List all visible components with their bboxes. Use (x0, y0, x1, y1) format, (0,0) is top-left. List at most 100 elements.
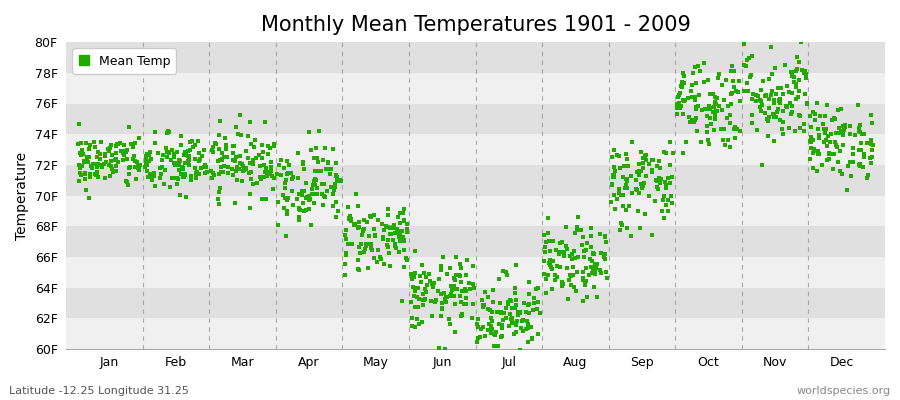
Point (634, 184, 649, 191)
Point (356, 228, 370, 234)
Bar (66, 257, 885, 288)
Point (231, 131, 246, 138)
Point (234, 132, 248, 138)
Point (783, 69, 797, 75)
Point (400, 229, 415, 235)
Point (418, 296, 432, 302)
Point (292, 206, 307, 212)
Point (662, 138, 677, 145)
Point (230, 176, 244, 183)
Point (411, 295, 426, 302)
Point (725, 90, 740, 96)
Point (314, 191, 328, 197)
Point (688, 117, 703, 123)
Point (155, 164, 169, 170)
Point (791, 93, 806, 100)
Point (91, 161, 105, 167)
Point (806, 150, 820, 156)
Point (644, 156, 659, 163)
Point (455, 288, 470, 294)
Point (339, 251, 354, 258)
Point (486, 287, 500, 294)
Point (397, 218, 411, 224)
Point (277, 204, 292, 211)
Point (78, 169, 93, 176)
Point (387, 225, 401, 231)
Point (74, 172, 88, 178)
Point (217, 154, 231, 160)
Point (539, 276, 554, 282)
Point (541, 272, 555, 278)
Point (723, 120, 737, 127)
Point (562, 272, 577, 278)
Point (309, 177, 323, 184)
Point (483, 307, 498, 313)
Point (491, 343, 505, 349)
Point (182, 162, 196, 168)
Point (364, 241, 378, 248)
Point (706, 109, 720, 115)
Point (213, 169, 228, 176)
Point (329, 174, 344, 180)
Point (186, 144, 201, 150)
Point (408, 270, 422, 277)
Point (619, 151, 634, 158)
Point (622, 202, 636, 209)
Point (408, 288, 422, 294)
Point (194, 165, 208, 172)
Point (644, 169, 659, 175)
Point (81, 158, 95, 165)
Point (565, 272, 580, 278)
Point (751, 92, 765, 99)
Point (717, 142, 732, 148)
Point (123, 164, 138, 170)
Point (702, 106, 716, 113)
Point (651, 186, 665, 193)
Point (274, 157, 289, 164)
Point (189, 174, 203, 181)
Point (76, 159, 91, 165)
Point (800, 100, 814, 107)
Point (119, 148, 133, 155)
Point (682, 119, 697, 125)
Point (383, 231, 398, 237)
Point (836, 142, 850, 148)
Point (304, 186, 319, 193)
Point (427, 280, 441, 287)
Point (196, 164, 211, 170)
Point (810, 168, 824, 174)
Point (351, 224, 365, 231)
Point (207, 172, 221, 178)
Point (258, 166, 273, 173)
Point (417, 270, 431, 277)
Point (413, 273, 428, 279)
Point (814, 112, 828, 119)
Point (96, 160, 111, 167)
Point (767, 96, 781, 103)
Point (770, 84, 785, 91)
Point (676, 110, 690, 117)
Point (670, 111, 684, 118)
Point (362, 233, 376, 239)
Point (199, 164, 213, 170)
Bar (66, 73, 885, 104)
Point (704, 121, 718, 127)
Point (804, 138, 818, 145)
Point (792, 77, 806, 84)
Point (481, 326, 495, 333)
Point (390, 226, 404, 232)
Point (320, 166, 335, 172)
Point (109, 168, 123, 174)
Point (164, 157, 178, 163)
Point (754, 98, 769, 104)
Point (663, 180, 678, 187)
Point (642, 193, 656, 200)
Point (389, 245, 403, 252)
Point (674, 78, 688, 85)
Point (604, 199, 618, 205)
Point (77, 176, 92, 182)
Point (396, 210, 410, 216)
Point (792, 59, 806, 65)
Point (727, 124, 742, 130)
Point (424, 298, 438, 304)
